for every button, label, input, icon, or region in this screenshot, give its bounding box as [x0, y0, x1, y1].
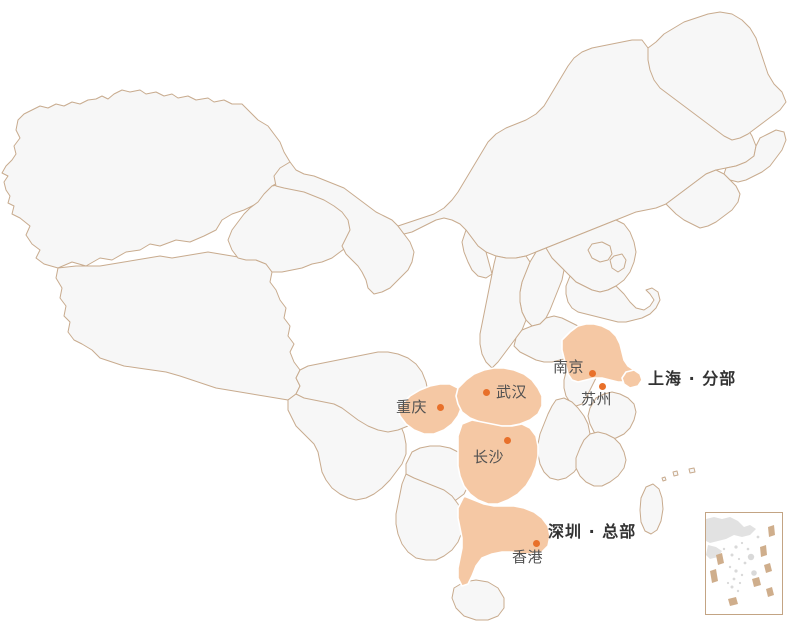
municipality-shanghai-highlight — [621, 369, 643, 389]
municipality-tianjin — [609, 253, 627, 273]
marker-dot-hongkong[interactable] — [533, 540, 540, 547]
province-liaoning — [665, 169, 741, 229]
province-fujian — [575, 431, 627, 487]
province-shaanxi — [479, 255, 531, 369]
province-sichuan — [295, 351, 429, 433]
province-guangxi — [395, 473, 465, 561]
province-zhejiang — [587, 391, 637, 441]
inset-mainland-landmass — [706, 517, 756, 543]
marker-dot-nanjing[interactable] — [589, 370, 596, 377]
marker-label-shanghai-branch[interactable]: 上海 · 分部 — [648, 369, 737, 388]
islet-speck-2 — [688, 467, 696, 474]
island-hainan — [451, 579, 505, 621]
province-layer-plain — [1, 11, 787, 621]
province-hubei-highlight — [455, 367, 543, 427]
islet-speck-1 — [672, 470, 679, 477]
province-jilin — [723, 129, 787, 183]
marker-label-wuhan[interactable]: 武汉 — [496, 383, 528, 401]
marker-label-nanjing[interactable]: 南京 — [553, 358, 585, 376]
province-tibet — [55, 251, 301, 401]
south-china-sea-inset-svg — [706, 513, 782, 614]
province-shandong — [565, 275, 661, 323]
province-xinjiang — [1, 89, 293, 269]
province-guangdong-highlight — [457, 495, 551, 587]
marker-label-shenzhen-headquarters[interactable]: 深圳 · 总部 — [548, 522, 637, 541]
inset-reef-specks — [722, 535, 760, 593]
south-china-sea-inset — [705, 512, 783, 615]
municipality-beijing — [587, 241, 613, 263]
province-heilongjiang — [647, 11, 787, 141]
marker-label-chongqing[interactable]: 重庆 — [396, 398, 428, 416]
province-hunan-highlight — [457, 419, 539, 505]
island-taiwan — [639, 483, 664, 535]
marker-dot-suzhou[interactable] — [599, 383, 606, 390]
province-chongqing-highlight — [397, 383, 463, 435]
marker-label-hongkong[interactable]: 香港 — [512, 548, 544, 566]
province-gansu — [273, 161, 415, 295]
marker-dot-chongqing[interactable] — [437, 404, 444, 411]
marker-label-changsha[interactable]: 长沙 — [473, 448, 505, 466]
marker-label-suzhou[interactable]: 苏州 — [581, 390, 613, 408]
inset-island-shapes — [710, 525, 775, 606]
province-ningxia — [461, 229, 493, 279]
province-layer-highlighted — [397, 323, 643, 587]
islet-speck-3 — [661, 476, 667, 482]
marker-dot-changsha[interactable] — [504, 437, 511, 444]
marker-dot-wuhan[interactable] — [483, 389, 490, 396]
